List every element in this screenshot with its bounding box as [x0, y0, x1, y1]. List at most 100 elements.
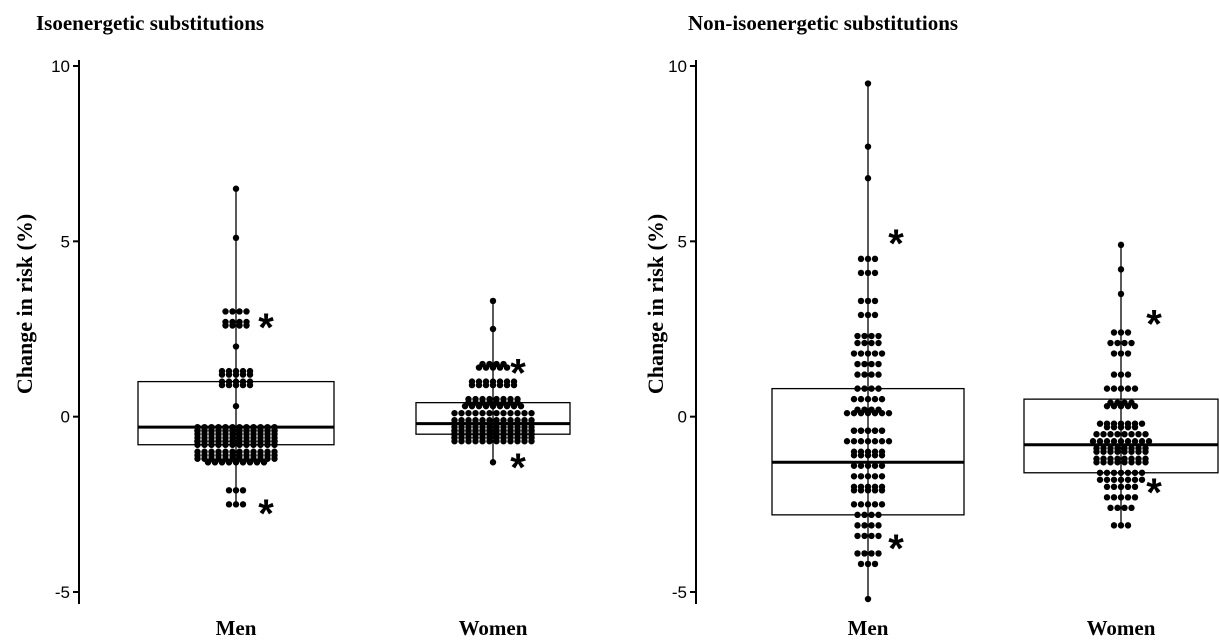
data-point — [868, 339, 875, 347]
data-point — [232, 381, 240, 389]
data-point — [864, 350, 872, 357]
data-point — [232, 371, 240, 378]
data-point — [236, 322, 243, 329]
data-point — [239, 459, 247, 466]
data-point — [850, 438, 858, 445]
data-point — [1103, 385, 1111, 392]
data-point — [507, 438, 514, 445]
data-point — [486, 409, 493, 417]
data-point — [208, 441, 215, 448]
data-point — [1121, 339, 1128, 347]
data-point — [229, 441, 236, 448]
data-point — [1131, 402, 1139, 410]
data-point — [243, 441, 250, 448]
data-point — [857, 350, 865, 357]
data-point — [201, 441, 208, 448]
data-point — [264, 441, 271, 448]
data-point — [868, 532, 875, 540]
data-point — [493, 409, 500, 417]
data-point — [475, 364, 483, 371]
data-point — [232, 501, 240, 508]
data-point — [1103, 402, 1111, 410]
data-point — [194, 455, 201, 462]
data-point — [875, 332, 882, 340]
data-point — [260, 459, 268, 466]
data-point — [854, 511, 861, 519]
data-point — [864, 311, 872, 319]
data-point — [1117, 483, 1125, 490]
data-point — [243, 308, 250, 315]
data-point — [1131, 385, 1139, 392]
data-point — [871, 269, 879, 277]
data-point — [871, 395, 879, 403]
data-point — [871, 297, 879, 305]
data-point — [1110, 350, 1118, 357]
data-point — [243, 322, 250, 329]
y-tick-label: 5 — [61, 232, 70, 251]
data-point — [215, 441, 222, 448]
data-point — [871, 487, 879, 494]
data-point — [1117, 476, 1125, 483]
data-point — [1114, 459, 1121, 466]
data-point — [864, 427, 872, 434]
data-point — [232, 402, 240, 410]
data-point — [864, 143, 872, 150]
data-point — [1121, 504, 1128, 512]
data-point — [246, 381, 254, 389]
data-point — [1117, 241, 1125, 249]
data-point — [1121, 459, 1128, 466]
data-point — [875, 511, 882, 519]
data-point — [861, 339, 868, 347]
data-point — [871, 462, 879, 469]
data-point — [878, 350, 886, 357]
data-point — [857, 269, 865, 277]
data-point — [236, 308, 243, 315]
data-point — [489, 364, 497, 371]
data-point — [1128, 448, 1135, 455]
data-point — [854, 385, 861, 392]
data-point — [861, 360, 868, 368]
data-point — [864, 438, 872, 445]
data-point — [1103, 476, 1111, 483]
y-axis-label: Change in risk (%) — [12, 214, 37, 394]
data-point — [465, 409, 472, 417]
data-point — [482, 402, 490, 410]
data-point — [875, 522, 882, 529]
data-point — [1124, 469, 1132, 476]
data-point — [225, 487, 233, 494]
data-point — [1135, 431, 1142, 438]
data-point — [1096, 420, 1104, 427]
data-point — [868, 550, 875, 557]
data-point — [875, 339, 882, 347]
data-point — [246, 459, 254, 466]
data-point — [1114, 431, 1121, 438]
data-point — [222, 441, 229, 448]
significance-asterisk: * — [888, 222, 904, 266]
significance-asterisk: * — [1146, 471, 1162, 515]
data-point — [1110, 483, 1118, 490]
data-point — [878, 462, 886, 469]
data-point — [868, 360, 875, 368]
data-point — [868, 385, 875, 392]
chart-panel-2: Non-isoenergetic substitutions Change in … — [643, 11, 1219, 640]
data-point — [1124, 423, 1132, 431]
chart-title: Isoenergetic substitutions — [36, 11, 264, 35]
data-point — [861, 511, 868, 519]
data-point — [1128, 339, 1135, 347]
data-point — [864, 409, 872, 417]
data-point — [510, 402, 518, 410]
data-point — [489, 297, 497, 305]
data-point — [1138, 476, 1146, 483]
data-point — [1107, 448, 1114, 455]
data-point — [1103, 469, 1111, 476]
x-category-label: Women — [1087, 616, 1156, 640]
data-point — [1124, 438, 1132, 445]
data-point — [486, 438, 493, 445]
data-point — [864, 452, 872, 459]
data-point — [236, 441, 243, 448]
data-point — [864, 395, 872, 403]
data-point — [1117, 423, 1125, 431]
data-point — [218, 371, 226, 378]
data-point — [1114, 504, 1121, 512]
data-point — [222, 322, 229, 329]
